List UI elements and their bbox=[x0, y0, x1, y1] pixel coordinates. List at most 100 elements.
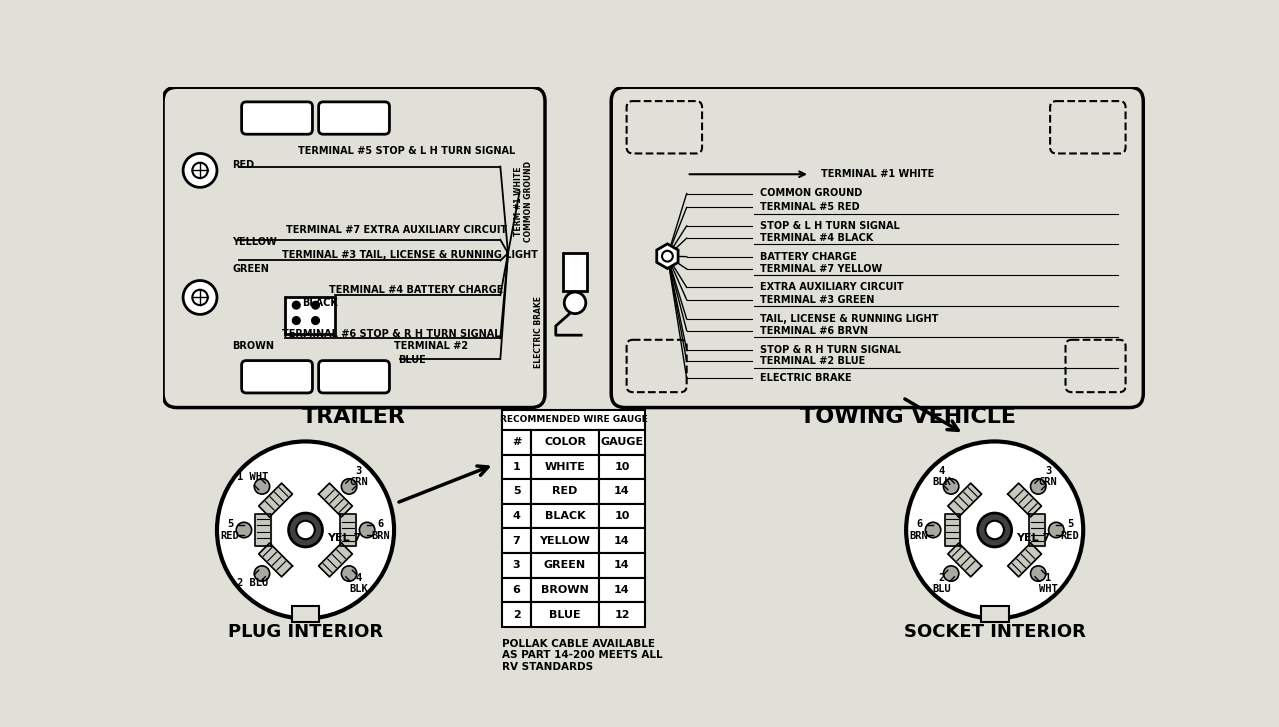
Text: COLOR: COLOR bbox=[544, 437, 586, 447]
Text: BROWN: BROWN bbox=[233, 341, 275, 351]
Bar bbox=[531, 430, 599, 454]
Bar bbox=[501, 529, 531, 553]
Text: 6: 6 bbox=[513, 585, 521, 595]
Text: 4
BLK: 4 BLK bbox=[349, 573, 368, 594]
Circle shape bbox=[926, 522, 941, 538]
Text: SOCKET INTERIOR: SOCKET INTERIOR bbox=[904, 622, 1086, 640]
Text: GREEN: GREEN bbox=[544, 561, 586, 571]
Text: STOP & R H TURN SIGNAL: STOP & R H TURN SIGNAL bbox=[760, 345, 900, 355]
Polygon shape bbox=[948, 543, 981, 577]
Bar bbox=[564, 253, 587, 292]
Polygon shape bbox=[945, 514, 961, 546]
FancyBboxPatch shape bbox=[611, 87, 1143, 408]
Polygon shape bbox=[948, 483, 981, 517]
Polygon shape bbox=[256, 514, 271, 546]
Bar bbox=[599, 454, 645, 479]
Text: TERM #1 WHITE
COMMON GROUND: TERM #1 WHITE COMMON GROUND bbox=[514, 161, 533, 241]
Circle shape bbox=[985, 521, 1004, 539]
Text: 3: 3 bbox=[513, 561, 521, 571]
Text: STOP & L H TURN SIGNAL: STOP & L H TURN SIGNAL bbox=[760, 221, 899, 231]
Polygon shape bbox=[258, 543, 293, 577]
Text: BLUE: BLUE bbox=[549, 610, 581, 619]
Text: BATTERY CHARGE: BATTERY CHARGE bbox=[760, 252, 857, 262]
Bar bbox=[981, 606, 1009, 622]
FancyBboxPatch shape bbox=[242, 102, 312, 134]
Text: ELECTRIC BRAKE: ELECTRIC BRAKE bbox=[760, 373, 852, 383]
Text: WHITE: WHITE bbox=[545, 462, 586, 472]
Circle shape bbox=[1031, 479, 1046, 494]
Text: BLACK: BLACK bbox=[545, 511, 586, 521]
Bar bbox=[501, 479, 531, 504]
Bar bbox=[501, 504, 531, 529]
Text: 5
RED: 5 RED bbox=[1060, 519, 1079, 541]
Text: TERMINAL #4 BLACK: TERMINAL #4 BLACK bbox=[760, 233, 874, 243]
Text: 14: 14 bbox=[614, 486, 629, 497]
Text: 6
BRN: 6 BRN bbox=[372, 519, 390, 541]
FancyBboxPatch shape bbox=[242, 361, 312, 393]
Text: 2: 2 bbox=[513, 610, 521, 619]
Circle shape bbox=[255, 479, 270, 494]
Text: 7: 7 bbox=[513, 536, 521, 546]
Circle shape bbox=[293, 301, 301, 309]
Text: 4: 4 bbox=[513, 511, 521, 521]
Circle shape bbox=[564, 292, 586, 313]
Text: TERMINAL #2: TERMINAL #2 bbox=[394, 341, 468, 351]
Circle shape bbox=[217, 441, 394, 619]
Circle shape bbox=[341, 479, 357, 494]
Text: 10: 10 bbox=[614, 462, 629, 472]
Circle shape bbox=[237, 522, 252, 538]
Text: TERMINAL #5 RED: TERMINAL #5 RED bbox=[760, 202, 859, 212]
Text: RED: RED bbox=[553, 486, 578, 497]
Circle shape bbox=[663, 251, 673, 262]
FancyBboxPatch shape bbox=[318, 361, 389, 393]
Text: 2
BLU: 2 BLU bbox=[932, 573, 950, 594]
Text: RECOMMENDED WIRE GAUGE: RECOMMENDED WIRE GAUGE bbox=[500, 415, 647, 425]
Text: 5
RED: 5 RED bbox=[221, 519, 239, 541]
Bar bbox=[531, 603, 599, 627]
Circle shape bbox=[255, 566, 270, 582]
Bar bbox=[531, 553, 599, 578]
Bar bbox=[501, 454, 531, 479]
Circle shape bbox=[183, 281, 217, 314]
Text: YEL 7: YEL 7 bbox=[327, 533, 362, 542]
Text: YELLOW: YELLOW bbox=[540, 536, 591, 546]
Polygon shape bbox=[1008, 543, 1041, 577]
Bar bbox=[599, 603, 645, 627]
Text: TERMINAL #3 GREEN: TERMINAL #3 GREEN bbox=[760, 294, 875, 305]
Text: 1
WHT: 1 WHT bbox=[1039, 573, 1058, 594]
Text: 5: 5 bbox=[513, 486, 521, 497]
Text: TERMINAL #6 BRVN: TERMINAL #6 BRVN bbox=[760, 326, 868, 336]
Circle shape bbox=[297, 521, 315, 539]
Text: BROWN: BROWN bbox=[541, 585, 588, 595]
Text: GAUGE: GAUGE bbox=[600, 437, 643, 447]
Text: TERMINAL #4 BATTERY CHARGE: TERMINAL #4 BATTERY CHARGE bbox=[329, 285, 503, 294]
Text: TOWING VEHICLE: TOWING VEHICLE bbox=[801, 407, 1016, 427]
Text: YEL 7: YEL 7 bbox=[1017, 533, 1050, 542]
Text: 2 BLU: 2 BLU bbox=[237, 579, 267, 588]
Bar bbox=[531, 454, 599, 479]
Bar bbox=[531, 504, 599, 529]
Circle shape bbox=[293, 317, 301, 324]
Circle shape bbox=[1049, 522, 1064, 538]
Bar bbox=[599, 529, 645, 553]
Text: COMMON GROUND: COMMON GROUND bbox=[760, 188, 862, 198]
Bar bbox=[599, 430, 645, 454]
Circle shape bbox=[312, 317, 320, 324]
Text: 6
BRN: 6 BRN bbox=[909, 519, 929, 541]
Circle shape bbox=[341, 566, 357, 582]
Text: 3
GRN: 3 GRN bbox=[349, 466, 368, 487]
Polygon shape bbox=[318, 483, 352, 517]
Text: #: # bbox=[512, 437, 521, 447]
Text: GREEN: GREEN bbox=[233, 264, 270, 274]
Bar bbox=[292, 606, 320, 622]
Text: TAIL, LICENSE & RUNNING LIGHT: TAIL, LICENSE & RUNNING LIGHT bbox=[760, 314, 939, 324]
Polygon shape bbox=[1030, 514, 1045, 546]
Circle shape bbox=[183, 153, 217, 188]
Bar bbox=[501, 410, 645, 430]
Circle shape bbox=[906, 441, 1083, 619]
Circle shape bbox=[944, 566, 959, 582]
Bar bbox=[599, 479, 645, 504]
Bar bbox=[599, 553, 645, 578]
Text: EXTRA AUXILIARY CIRCUIT: EXTRA AUXILIARY CIRCUIT bbox=[760, 283, 903, 292]
Text: TERMINAL #6 STOP & R H TURN SIGNAL: TERMINAL #6 STOP & R H TURN SIGNAL bbox=[283, 329, 501, 339]
